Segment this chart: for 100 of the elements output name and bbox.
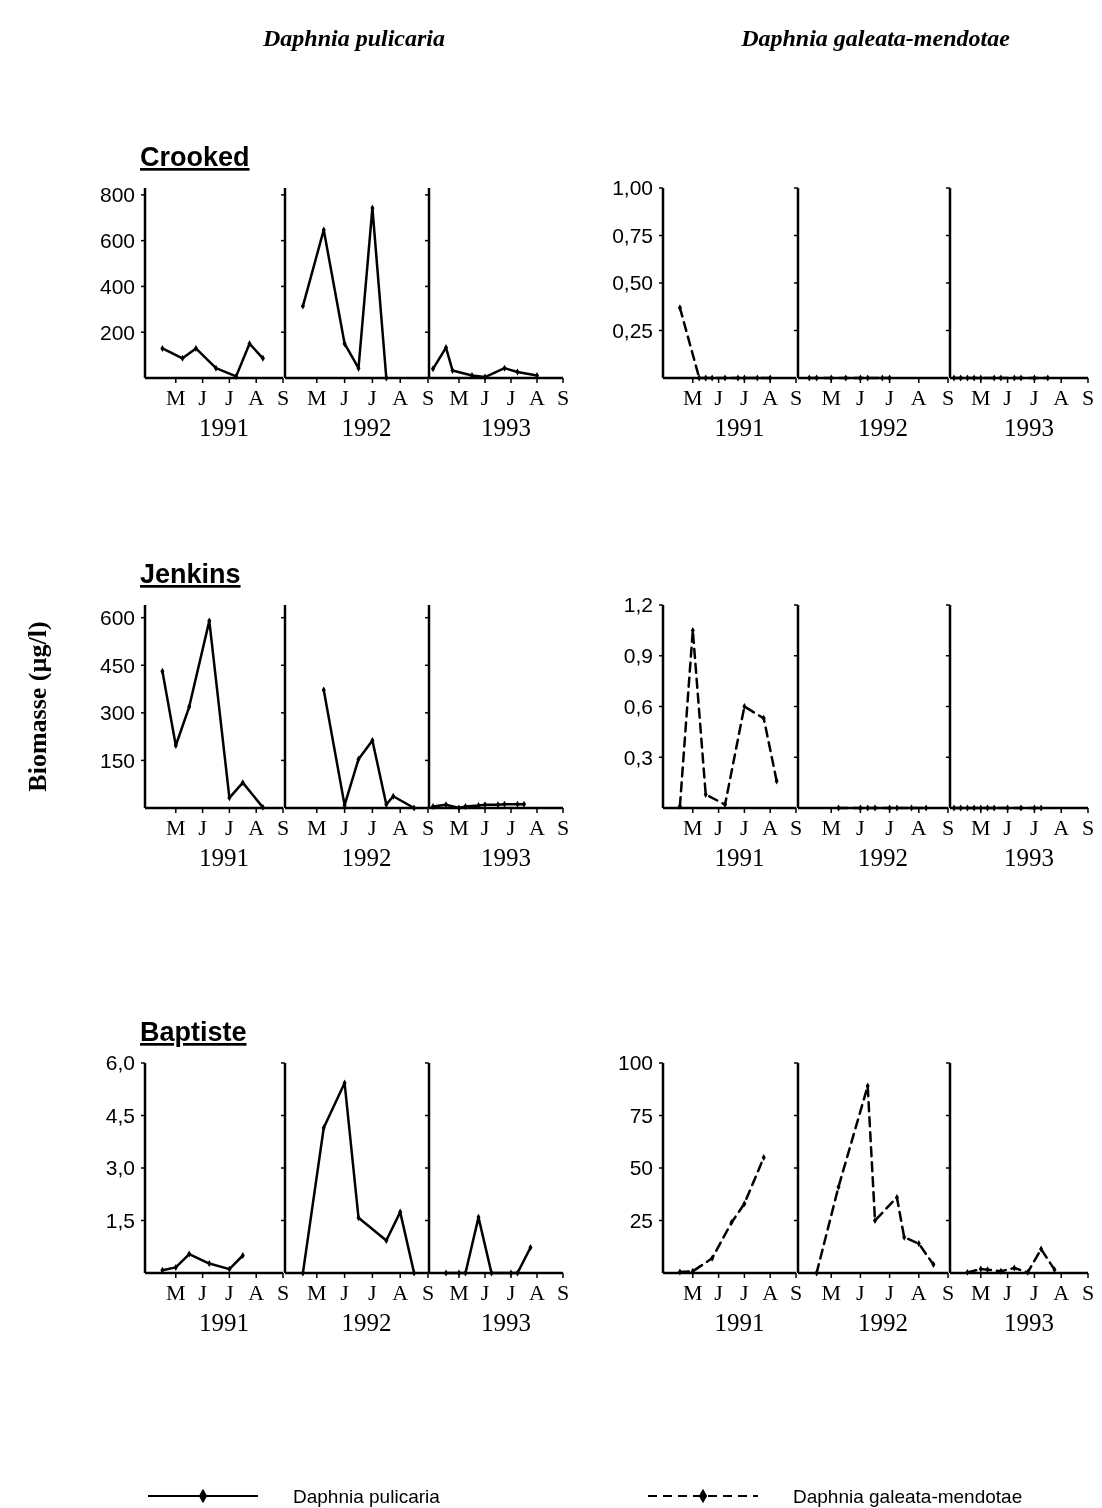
x-tick-label: J	[225, 815, 235, 840]
y-tick-label: 25	[629, 1208, 653, 1232]
y-tick-label: 1,2	[623, 593, 653, 617]
y-tick-label: 200	[99, 320, 135, 344]
x-tick-label: M	[307, 815, 327, 840]
y-tick-label: 0,6	[623, 694, 653, 718]
y-axis-title: Biomasse (µg/l)	[23, 621, 52, 792]
x-tick-label: J	[480, 385, 490, 410]
x-tick-label: J	[740, 815, 750, 840]
x-tick-label: J	[340, 815, 350, 840]
x-tick-label: A	[1053, 385, 1070, 410]
x-tick-label: A	[248, 385, 265, 410]
x-axis-title: 1993	[481, 844, 531, 871]
x-axis-title: 1993	[481, 1309, 531, 1336]
x-tick-label: A	[910, 1280, 927, 1305]
x-tick-label: J	[480, 1280, 490, 1305]
x-tick-label: J	[714, 385, 724, 410]
y-tick-label: 600	[99, 606, 135, 630]
y-tick-label: 400	[99, 274, 135, 298]
x-tick-label: M	[683, 1280, 703, 1305]
y-tick-label: 100	[617, 1051, 653, 1075]
x-tick-label: M	[971, 1280, 991, 1305]
y-tick-label: 50	[629, 1156, 653, 1180]
x-tick-label: J	[885, 815, 895, 840]
y-tick-label: 0,75	[612, 223, 653, 247]
x-tick-label: M	[821, 815, 841, 840]
y-tick-label: 4,5	[105, 1103, 135, 1127]
x-tick-label: J	[198, 815, 208, 840]
x-axis-title: 1991	[199, 1309, 249, 1336]
x-tick-label: S	[556, 1280, 570, 1305]
x-tick-label: A	[762, 815, 779, 840]
x-tick-label: S	[276, 815, 290, 840]
x-tick-label: J	[714, 815, 724, 840]
x-axis-title: 1991	[714, 844, 765, 871]
x-tick-label: J	[856, 385, 866, 410]
x-tick-label: S	[941, 385, 955, 410]
x-tick-label: S	[1081, 815, 1095, 840]
x-tick-label: A	[1053, 1280, 1070, 1305]
x-tick-label: J	[368, 1280, 378, 1305]
x-tick-label: A	[529, 385, 546, 410]
x-tick-label: A	[529, 815, 546, 840]
x-tick-label: J	[1030, 815, 1040, 840]
y-tick-label: 450	[99, 653, 135, 677]
x-tick-label: J	[714, 1280, 724, 1305]
x-axis-title: 1992	[341, 1309, 392, 1336]
x-tick-label: J	[340, 1280, 350, 1305]
y-tick-label: 0,25	[612, 318, 653, 342]
x-axis-title: 1991	[199, 844, 249, 871]
x-axis-title: 1991	[714, 414, 765, 441]
x-tick-label: S	[941, 815, 955, 840]
chart-subtitle: Jenkins	[140, 559, 241, 589]
x-axis-title: 1991	[714, 1309, 765, 1336]
x-axis-title: 1991	[199, 414, 249, 441]
x-tick-label: M	[971, 385, 991, 410]
x-tick-label: M	[166, 815, 186, 840]
chart-title: Daphnia galeata-mendotae	[740, 25, 1011, 51]
x-tick-label: J	[1003, 385, 1013, 410]
x-axis-title: 1993	[1004, 414, 1054, 441]
chart-subtitle: Baptiste	[140, 1017, 247, 1047]
x-axis-title: 1993	[1004, 1309, 1054, 1336]
x-tick-label: A	[392, 815, 409, 840]
x-tick-label: A	[762, 385, 779, 410]
text: Daphnia galeata-mendotae	[793, 1485, 1023, 1507]
y-tick-label: 300	[99, 701, 135, 725]
x-tick-label: J	[1030, 385, 1040, 410]
x-tick-label: S	[941, 1280, 955, 1305]
x-tick-label: A	[248, 815, 265, 840]
x-tick-label: A	[910, 815, 927, 840]
y-tick-label: 150	[99, 748, 135, 772]
x-tick-label: S	[556, 815, 570, 840]
x-tick-label: M	[449, 1280, 469, 1305]
x-tick-label: M	[821, 1280, 841, 1305]
x-tick-label: S	[276, 1280, 290, 1305]
x-tick-label: J	[506, 1280, 516, 1305]
x-tick-label: J	[1030, 1280, 1040, 1305]
x-tick-label: J	[480, 815, 490, 840]
x-tick-label: M	[166, 385, 186, 410]
x-tick-label: M	[166, 1280, 186, 1305]
x-tick-label: J	[225, 385, 235, 410]
x-tick-label: S	[556, 385, 570, 410]
x-tick-label: J	[856, 1280, 866, 1305]
x-tick-label: A	[392, 385, 409, 410]
x-tick-label: S	[421, 1280, 435, 1305]
x-tick-label: J	[198, 385, 208, 410]
x-tick-label: J	[1003, 815, 1013, 840]
y-tick-label: 1,00	[612, 176, 653, 200]
x-tick-label: J	[368, 815, 378, 840]
y-tick-label: 6,0	[105, 1051, 135, 1075]
x-axis-title: 1992	[858, 414, 908, 441]
x-tick-label: J	[368, 385, 378, 410]
x-tick-label: J	[856, 815, 866, 840]
x-tick-label: J	[506, 385, 516, 410]
y-tick-label: 600	[99, 229, 135, 252]
x-tick-label: J	[198, 1280, 208, 1305]
x-tick-label: J	[885, 1280, 895, 1305]
y-tick-label: 75	[629, 1103, 653, 1127]
x-tick-label: M	[821, 385, 841, 410]
x-axis-title: 1992	[858, 844, 908, 871]
x-tick-label: S	[421, 815, 435, 840]
x-tick-label: J	[740, 1280, 750, 1305]
